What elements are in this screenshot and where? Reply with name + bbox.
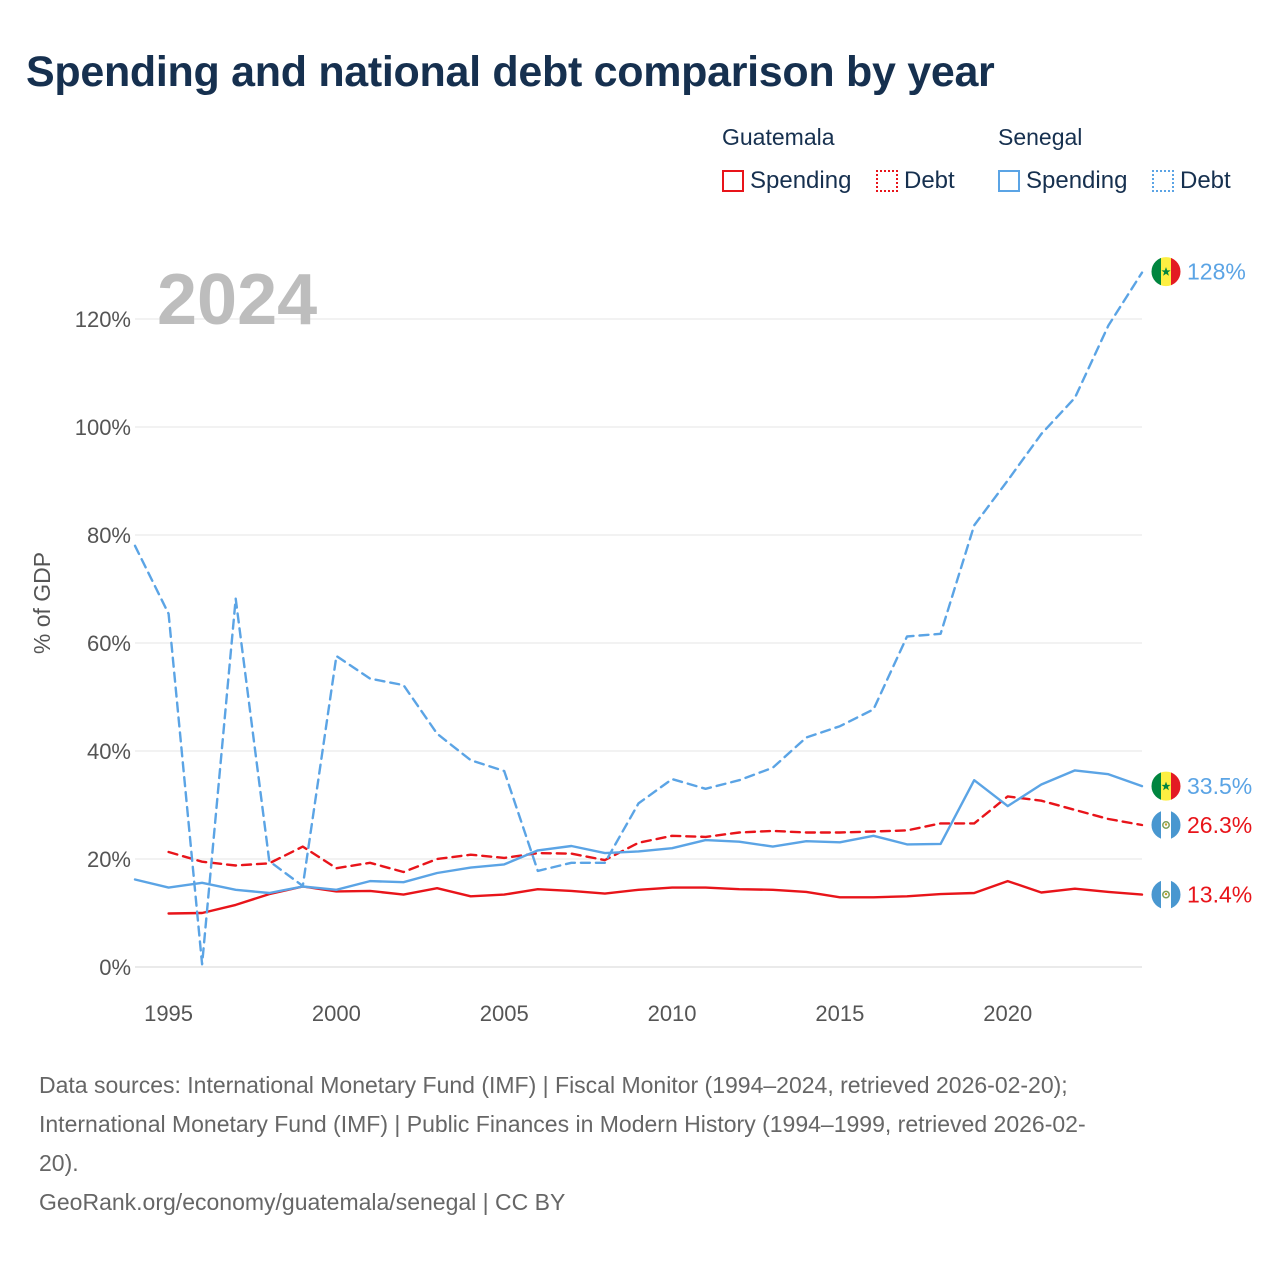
y-tick-label: 120%	[75, 307, 131, 332]
legend-senegal-debt[interactable]: Debt	[1152, 166, 1231, 196]
series-senegal-debt[interactable]	[133, 271, 1144, 966]
grid-lines	[135, 318, 1142, 968]
source-line-2: International Monetary Fund (IMF) | Publ…	[39, 1111, 1086, 1137]
guatemala-flag-icon	[1150, 879, 1182, 911]
legend-group-senegal: Senegal	[998, 124, 1083, 150]
guatemala-flag-icon	[1150, 809, 1182, 841]
y-tick-label: 40%	[87, 739, 131, 764]
end-value-label: 128%	[1187, 259, 1246, 285]
series-guatemala-spending[interactable]	[167, 879, 1144, 915]
legend-swatch-dotted-blue	[1152, 170, 1174, 192]
x-tick-label: 1995	[144, 1001, 193, 1026]
line-chart: 2024 0% 20% 40% 60% 80% 100% 120% 1995 2000 2005…	[29, 256, 1252, 1026]
x-tick-label: 2020	[983, 1001, 1032, 1026]
credit-link[interactable]: GeoRank.org/economy/guatemala/senegal | …	[39, 1189, 566, 1215]
legend-label: Spending	[1026, 167, 1128, 194]
legend-label: Spending	[750, 167, 852, 194]
y-tick-label: 60%	[87, 631, 131, 656]
legend-swatch-dotted-red	[876, 170, 898, 192]
y-tick-label: 100%	[75, 415, 131, 440]
end-value-label: 13.4%	[1187, 882, 1252, 908]
source-line-1: Data sources: International Monetary Fun…	[39, 1072, 1068, 1098]
x-tick-label: 2005	[480, 1001, 529, 1026]
end-markers: 13.4% 26.3% 33.5% 128%	[1150, 256, 1252, 911]
x-axis-ticks: 1995 2000 2005 2010 2015 2020	[144, 1001, 1032, 1026]
senegal-flag-icon	[1150, 256, 1182, 288]
legend-swatch-solid-red	[722, 170, 744, 192]
end-value-label: 33.5%	[1187, 773, 1252, 799]
x-tick-label: 2000	[312, 1001, 361, 1026]
legend-group-guatemala: Guatemala	[722, 124, 835, 150]
legend-senegal-spending[interactable]: Spending	[998, 166, 1127, 196]
legend-label: Debt	[904, 167, 955, 194]
chart-title: Spending and national debt comparison by…	[26, 48, 995, 96]
senegal-flag-icon	[1150, 770, 1182, 802]
legend-swatch-solid-blue	[998, 170, 1020, 192]
y-axis-label: % of GDP	[29, 552, 55, 654]
y-axis-ticks: 0% 20% 40% 60% 80% 100% 120%	[75, 307, 131, 980]
footer: Data sources: International Monetary Fun…	[39, 1066, 1086, 1222]
y-tick-label: 20%	[87, 847, 131, 872]
year-watermark: 2024	[157, 260, 317, 340]
legend-label: Debt	[1180, 167, 1231, 194]
series-guatemala-debt[interactable]	[167, 795, 1144, 874]
x-tick-label: 2010	[648, 1001, 697, 1026]
x-tick-label: 2015	[815, 1001, 864, 1026]
y-tick-label: 80%	[87, 523, 131, 548]
series-lines	[133, 271, 1144, 966]
legend-guatemala-debt[interactable]: Debt	[876, 166, 955, 196]
y-tick-label: 0%	[99, 955, 131, 980]
legend-guatemala-spending[interactable]: Spending	[722, 166, 851, 196]
source-line-3: 20).	[39, 1150, 79, 1176]
end-value-label: 26.3%	[1187, 812, 1252, 838]
